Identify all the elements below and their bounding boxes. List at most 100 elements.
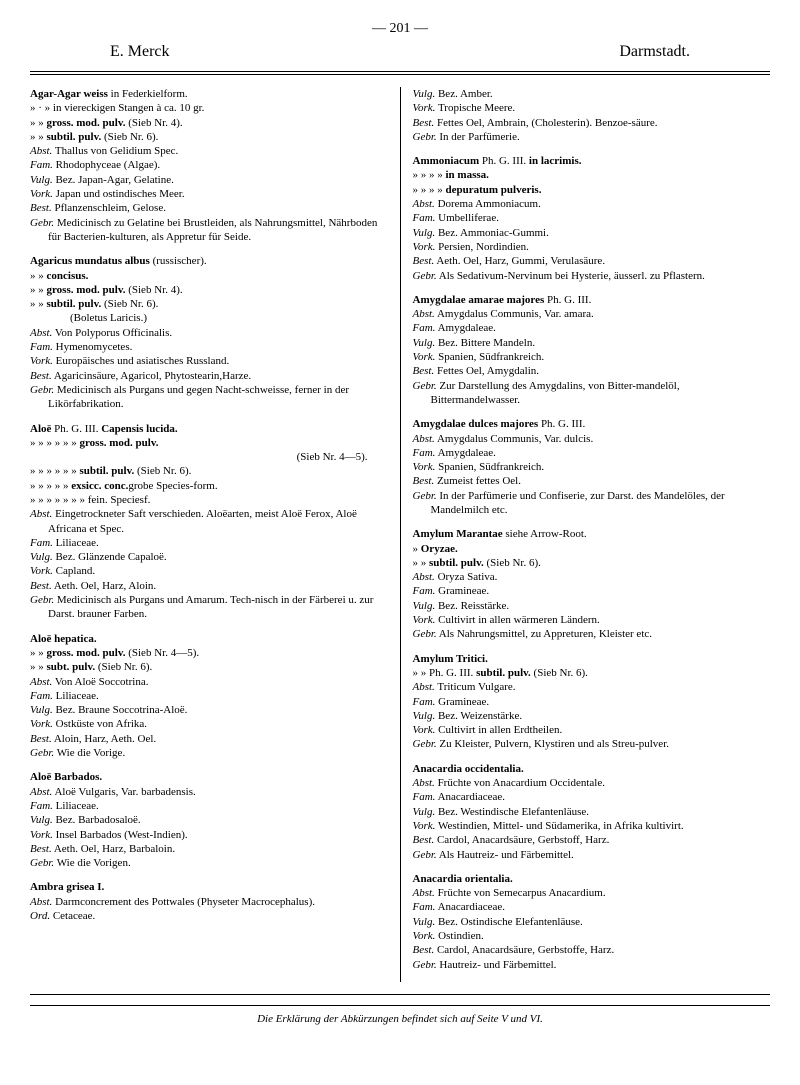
rest: (Sieb Nr. 4—5). (30, 450, 388, 464)
abbr: Fam. (413, 696, 436, 708)
entry-ambra-cont: Vulg. Bez. Amber. Vork. Tropische Meere.… (413, 87, 771, 144)
abbr: Fam. (30, 800, 53, 812)
term: Oryzae. (421, 543, 458, 555)
rest: Ph. G. III. (544, 294, 591, 306)
text: Bez. Amber. (435, 88, 492, 100)
abbr: Best. (413, 944, 435, 956)
text: Europäisches und asiatisches Russland. (53, 355, 229, 367)
text: Tropische Meere. (435, 102, 515, 114)
text: Japan und ostindisches Meer. (53, 188, 185, 200)
text: Aeth. Oel, Harz, Gummi, Verulasäure. (434, 255, 605, 267)
text: Pflanzenschleim, Gelose. (52, 202, 166, 214)
entry-anacardia-ori: Anacardia orientalia. Abst. Früchte von … (413, 872, 771, 972)
title: Amylum Tritici. (413, 652, 771, 666)
text: In der Parfümerie. (437, 131, 520, 143)
abbr: Abst. (413, 433, 435, 445)
entry-aloe-barbados: Aloë Barbados. Abst. Aloë Vulgaris, Var.… (30, 770, 388, 870)
abbr: Vork. (413, 930, 436, 942)
text: Bez. Reisstärke. (435, 600, 509, 612)
text: Rhodophyceae (Algae). (53, 159, 160, 171)
text: Anacardiaceae. (435, 901, 505, 913)
abbr: Abst. (30, 327, 52, 339)
text: Cetaceae. (50, 910, 95, 922)
abbr: Vulg. (413, 88, 436, 100)
abbr: Gebr. (413, 490, 437, 502)
text: Aloë Vulgaris, Var. barbadensis. (52, 786, 195, 798)
text: Fettes Oel, Ambrain, (Cholesterin). Benz… (434, 117, 657, 129)
text: Ostindien. (435, 930, 483, 942)
column-divider (400, 87, 401, 982)
abbr: Abst. (30, 145, 52, 157)
text: Liliaceae. (53, 690, 99, 702)
header-right: Darmstadt. (619, 42, 690, 63)
title: Anacardia occidentalia. (413, 762, 771, 776)
footer: Die Erklärung der Abkürzungen befindet s… (30, 994, 770, 1026)
title: Amygdalae dulces majores (413, 418, 539, 430)
abbr: Vork. (30, 188, 53, 200)
abbr: Fam. (30, 537, 53, 549)
abbr: Vork. (413, 102, 436, 114)
mid: Ph. G. III. (51, 423, 101, 435)
rest: (Sieb Nr. 4—5). (125, 647, 199, 659)
text: Anacardiaceae. (435, 791, 505, 803)
rest: (Sieb Nr. 6). (101, 298, 158, 310)
text: Eingetrockneter Saft verschieden. Aloëar… (48, 508, 357, 534)
text: Insel Barbados (West-Indien). (53, 829, 188, 841)
term: subtil. pulv. (429, 557, 484, 569)
text: Ostküste von Afrika. (53, 718, 147, 730)
abbr: Abst. (413, 681, 435, 693)
abbr: Vork. (413, 724, 436, 736)
text: Früchte von Anacardium Occidentale. (435, 777, 605, 789)
term: gross. mod. pulv. (47, 647, 126, 659)
text: Cultivirt in allen wärmeren Ländern. (435, 614, 599, 626)
entry-amygdalae-amarae: Amygdalae amarae majores Ph. G. III. Abs… (413, 293, 771, 407)
abbr: Best. (413, 365, 435, 377)
rest: (Sieb Nr. 6). (484, 557, 541, 569)
abbr: Fam. (413, 585, 436, 597)
rest: siehe Arrow-Root. (503, 528, 587, 540)
abbr: Best. (30, 843, 52, 855)
abbr: Abst. (413, 777, 435, 789)
text: Umbelliferae. (435, 212, 499, 224)
title: Aloë (30, 423, 51, 435)
abbr: Fam. (413, 791, 436, 803)
abbr: Gebr. (30, 747, 54, 759)
page-number: — 201 — (30, 20, 770, 38)
title-rest: (russischer). (150, 255, 207, 267)
ditto: » » (30, 270, 47, 282)
rest: (Sieb Nr. 6). (134, 465, 191, 477)
text: Gramineae. (435, 696, 489, 708)
text: Als Sedativum-Nervinum bei Hysterie, äus… (437, 270, 705, 282)
text: Zu Kleister, Pulvern, Klystiren und als … (437, 738, 669, 750)
abbr: Vulg. (413, 227, 436, 239)
rest: Ph. G. III. (538, 418, 585, 430)
text: Cultivirt in allen Erdtheilen. (435, 724, 562, 736)
text: Oryza Sativa. (435, 571, 498, 583)
abbr: Best. (30, 733, 52, 745)
term: subtil. pulv. (476, 667, 531, 679)
entry-ammoniacum: Ammoniacum Ph. G. III. in lacrimis. » » … (413, 154, 771, 283)
term: depuratum pulveris. (446, 184, 542, 196)
text: Hautreiz- und Färbemittel. (437, 959, 557, 971)
abbr: Abst. (413, 571, 435, 583)
term: subtil. pulv. (80, 465, 135, 477)
abbr: Fam. (413, 901, 436, 913)
rest: (Sieb Nr. 4). (125, 117, 182, 129)
title-rest: in Federkielform. (108, 88, 188, 100)
text: Wie die Vorigen. (54, 857, 131, 869)
abbr: Best. (413, 117, 435, 129)
text: Bez. Westindische Elefantenläuse. (435, 806, 589, 818)
text: Capland. (53, 565, 95, 577)
text: Bez. Ostindische Elefantenläuse. (435, 916, 583, 928)
text: Bez. Ammoniac-Gummi. (435, 227, 549, 239)
text: Früchte von Semecarpus Anacardium. (435, 887, 606, 899)
text: Agaricinsäure, Agaricol, Phytostearin,Ha… (52, 370, 251, 382)
ditto: » » (30, 298, 47, 310)
abbr: Gebr. (413, 380, 437, 392)
text: Cardol, Anacardsäure, Gerbstoff, Harz. (434, 834, 609, 846)
title: Agar-Agar weiss (30, 88, 108, 100)
abbr: Vork. (413, 351, 436, 363)
abbr: Abst. (30, 676, 52, 688)
ditto: » » (30, 131, 47, 143)
abbr: Best. (30, 370, 52, 382)
